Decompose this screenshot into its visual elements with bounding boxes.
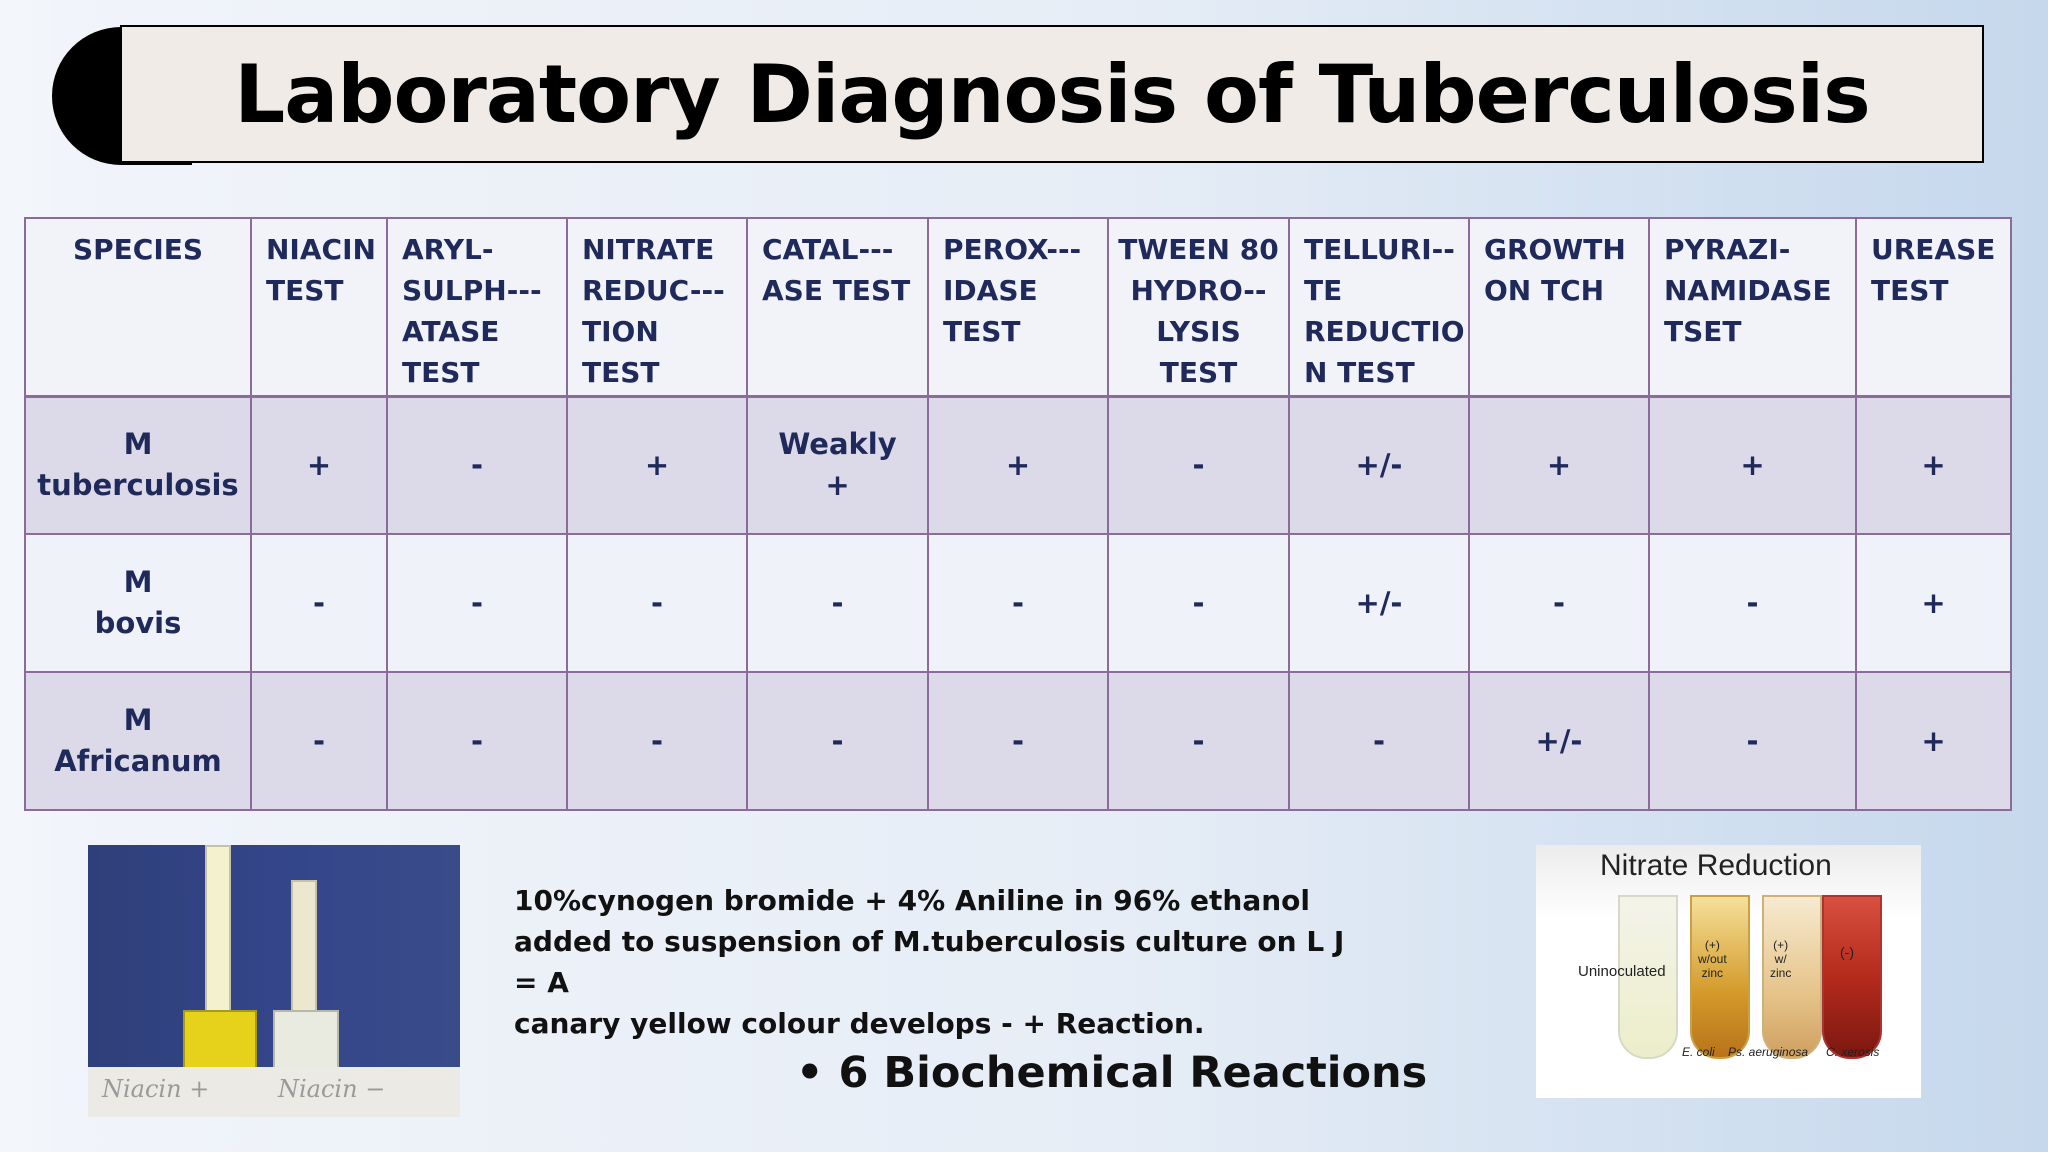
organism-caption: E. coli: [1682, 1045, 1715, 1059]
table-row: M Africanum - - - - - - - +/- - +: [24, 671, 2012, 811]
tube-label: (+) w/zinc: [1770, 938, 1792, 980]
description-line: canary yellow colour develops - + Reacti…: [514, 1007, 1205, 1040]
result-cell: +/-: [1288, 533, 1470, 673]
table-header-row: SPECIES NIACIN TEST ARYL- SULPH--- ATASE TEST N…: [24, 217, 2012, 398]
yellow-positive-liquid: [183, 1010, 257, 1074]
result-cell: -: [927, 671, 1109, 811]
result-cell: +/-: [1468, 671, 1650, 811]
result-cell: +: [566, 395, 748, 535]
uninoculated-label: Uninoculated: [1578, 963, 1666, 980]
result-cell: -: [1648, 671, 1857, 811]
table-header-cell: NITRATE REDUC--- TION TEST: [566, 217, 748, 398]
title-banner: Laboratory Diagnosis of Tuberculosis: [120, 25, 1984, 163]
table-header-cell: SPECIES: [24, 217, 252, 398]
result-cell: +: [250, 395, 388, 535]
result-cell: +: [1648, 395, 1857, 535]
result-cell: +/-: [1288, 395, 1470, 535]
tube-stand: [88, 1067, 460, 1117]
result-cell: -: [1107, 395, 1290, 535]
table-header-cell: GROWTH ON TCH: [1468, 217, 1650, 398]
table-header-cell: TWEEN 80 HYDRO-- LYSIS TEST: [1107, 217, 1290, 398]
result-cell: -: [566, 533, 748, 673]
organism-caption: C. xerosis: [1826, 1045, 1880, 1059]
result-cell: +: [1855, 395, 2012, 535]
organism-caption: Ps. aeruginosa: [1728, 1045, 1809, 1059]
result-cell: -: [566, 671, 748, 811]
table-header-cell: UREASE TEST: [1855, 217, 2012, 398]
species-cell: M Africanum: [24, 671, 252, 811]
table-header-cell: PYRAZI- NAMIDASE TSET: [1648, 217, 1857, 398]
niacin-test-photo: Niacin + Niacin −: [88, 845, 460, 1117]
result-cell: +: [1468, 395, 1650, 535]
result-cell: -: [1468, 533, 1650, 673]
result-cell: Weakly +: [746, 395, 929, 535]
photo-title: Nitrate Reduction: [1600, 849, 1832, 882]
test-tube: [291, 880, 317, 1034]
nitrate-reduction-photo: Nitrate Reduction Uninoculated (+) w/out z…: [1536, 845, 1921, 1098]
test-tube: [205, 845, 231, 1034]
result-cell: -: [250, 671, 388, 811]
clear-negative-liquid: [273, 1010, 339, 1074]
result-cell: -: [746, 533, 929, 673]
test-tube: [1762, 895, 1822, 1059]
tube-label: (+) w/out zinc: [1698, 938, 1727, 980]
niacin-test-description: 10%cynogen bromide + 4% Aniline in 96% e…: [514, 880, 1374, 1044]
table-header-cell: ARYL- SULPH--- ATASE TEST: [386, 217, 568, 398]
tube-label: (-): [1840, 944, 1854, 960]
test-tube: [1822, 895, 1882, 1059]
result-cell: -: [386, 533, 568, 673]
table-header-cell: TELLURI-- TE REDUCTIO N TEST: [1288, 217, 1470, 398]
result-cell: -: [386, 671, 568, 811]
result-cell: -: [1288, 671, 1470, 811]
result-cell: -: [746, 671, 929, 811]
result-cell: -: [386, 395, 568, 535]
result-cell: -: [1648, 533, 1857, 673]
table-header-cell: PEROX--- IDASE TEST: [927, 217, 1109, 398]
biochemical-table: SPECIES NIACIN TEST ARYL- SULPH--- ATASE TEST N…: [24, 217, 2012, 811]
result-cell: -: [1107, 533, 1290, 673]
niacin-negative-label: Niacin −: [278, 1075, 386, 1103]
table-header-cell: NIACIN TEST: [250, 217, 388, 398]
result-cell: -: [1107, 671, 1290, 811]
table-header-cell: CATAL--- ASE TEST: [746, 217, 929, 398]
description-line: 10%cynogen bromide + 4% Aniline in 96% e…: [514, 884, 1310, 917]
result-cell: -: [250, 533, 388, 673]
description-line: added to suspension of M.tuberculosis cu…: [514, 925, 1345, 999]
test-tube: [1690, 895, 1750, 1059]
result-cell: +: [927, 395, 1109, 535]
result-cell: +: [1855, 671, 2012, 811]
result-cell: -: [927, 533, 1109, 673]
result-cell: +: [1855, 533, 2012, 673]
test-tube: [1618, 895, 1678, 1059]
niacin-positive-label: Niacin +: [102, 1075, 210, 1103]
bullet-point: • 6 Biochemical Reactions: [796, 1048, 1428, 1098]
page-title: Laboratory Diagnosis of Tuberculosis: [234, 47, 1871, 141]
